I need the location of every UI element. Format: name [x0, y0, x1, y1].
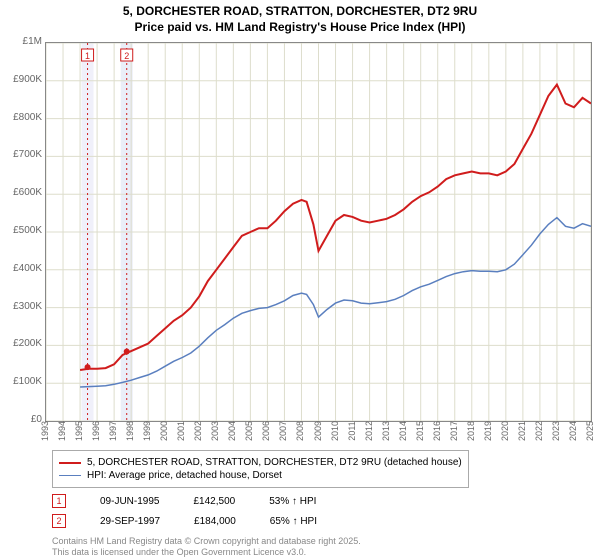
x-tick-label: 1997 [108, 416, 118, 446]
chart-plot-area: 12 [45, 42, 592, 422]
legend-row-hpi: HPI: Average price, detached house, Dors… [59, 470, 462, 481]
sale-date-1: 09-JUN-1995 [100, 496, 159, 507]
x-tick-label: 2001 [176, 416, 186, 446]
x-tick-label: 2021 [517, 416, 527, 446]
y-tick-label: £700K [0, 149, 42, 160]
title-line2: Price paid vs. HM Land Registry's House … [135, 20, 466, 34]
legend-swatch-hpi [59, 475, 81, 476]
x-tick-label: 1998 [125, 416, 135, 446]
svg-text:2: 2 [124, 51, 129, 61]
x-tick-label: 2007 [278, 416, 288, 446]
title-line1: 5, DORCHESTER ROAD, STRATTON, DORCHESTER… [123, 4, 477, 18]
y-tick-label: £900K [0, 74, 42, 85]
y-tick-label: £200K [0, 338, 42, 349]
x-tick-label: 2003 [210, 416, 220, 446]
x-tick-label: 2024 [568, 416, 578, 446]
y-tick-label: £500K [0, 225, 42, 236]
sale-marker-2: 2 [52, 514, 66, 528]
y-tick-label: £800K [0, 112, 42, 123]
chart-svg: 12 [46, 43, 591, 421]
x-tick-label: 1996 [91, 416, 101, 446]
x-tick-label: 1993 [40, 416, 50, 446]
x-tick-label: 2002 [193, 416, 203, 446]
legend-label-property: 5, DORCHESTER ROAD, STRATTON, DORCHESTER… [87, 457, 462, 468]
x-tick-label: 1994 [57, 416, 67, 446]
sale-price-1: £142,500 [193, 496, 235, 507]
x-tick-label: 2013 [381, 416, 391, 446]
sale-hpi-2: 65% ↑ HPI [270, 516, 317, 527]
legend-swatch-property [59, 462, 81, 464]
sale-marker-1: 1 [52, 494, 66, 508]
y-tick-label: £1M [0, 36, 42, 47]
sale-date-2: 29-SEP-1997 [100, 516, 160, 527]
x-tick-label: 2015 [415, 416, 425, 446]
x-tick-label: 2011 [347, 416, 357, 446]
x-tick-label: 2023 [551, 416, 561, 446]
x-tick-label: 1995 [74, 416, 84, 446]
y-tick-label: £0 [0, 414, 42, 425]
x-tick-label: 2012 [364, 416, 374, 446]
x-tick-label: 2004 [227, 416, 237, 446]
sale-hpi-1: 53% ↑ HPI [269, 496, 316, 507]
x-tick-label: 2019 [483, 416, 493, 446]
sale-row-1: 1 09-JUN-1995 £142,500 53% ↑ HPI [52, 494, 316, 508]
legend-row-property: 5, DORCHESTER ROAD, STRATTON, DORCHESTER… [59, 457, 462, 468]
x-tick-label: 2005 [244, 416, 254, 446]
y-tick-label: £300K [0, 301, 42, 312]
svg-text:1: 1 [85, 51, 90, 61]
x-tick-label: 2000 [159, 416, 169, 446]
legend-box: 5, DORCHESTER ROAD, STRATTON, DORCHESTER… [52, 450, 469, 488]
sale-row-2: 2 29-SEP-1997 £184,000 65% ↑ HPI [52, 514, 317, 528]
x-tick-label: 2018 [466, 416, 476, 446]
x-tick-label: 2016 [432, 416, 442, 446]
x-tick-label: 2008 [295, 416, 305, 446]
chart-title: 5, DORCHESTER ROAD, STRATTON, DORCHESTER… [0, 0, 600, 35]
x-tick-label: 2014 [398, 416, 408, 446]
y-tick-label: £400K [0, 263, 42, 274]
legend-label-hpi: HPI: Average price, detached house, Dors… [87, 470, 282, 481]
attribution-line1: Contains HM Land Registry data © Crown c… [52, 536, 361, 546]
sale-price-2: £184,000 [194, 516, 236, 527]
x-tick-label: 2010 [330, 416, 340, 446]
attribution-line2: This data is licensed under the Open Gov… [52, 547, 306, 557]
x-tick-label: 2025 [585, 416, 595, 446]
x-tick-label: 2009 [313, 416, 323, 446]
x-tick-label: 2022 [534, 416, 544, 446]
x-tick-label: 2020 [500, 416, 510, 446]
attribution-text: Contains HM Land Registry data © Crown c… [52, 536, 361, 558]
x-tick-label: 2006 [261, 416, 271, 446]
x-tick-label: 2017 [449, 416, 459, 446]
x-tick-label: 1999 [142, 416, 152, 446]
y-tick-label: £600K [0, 187, 42, 198]
y-tick-label: £100K [0, 376, 42, 387]
